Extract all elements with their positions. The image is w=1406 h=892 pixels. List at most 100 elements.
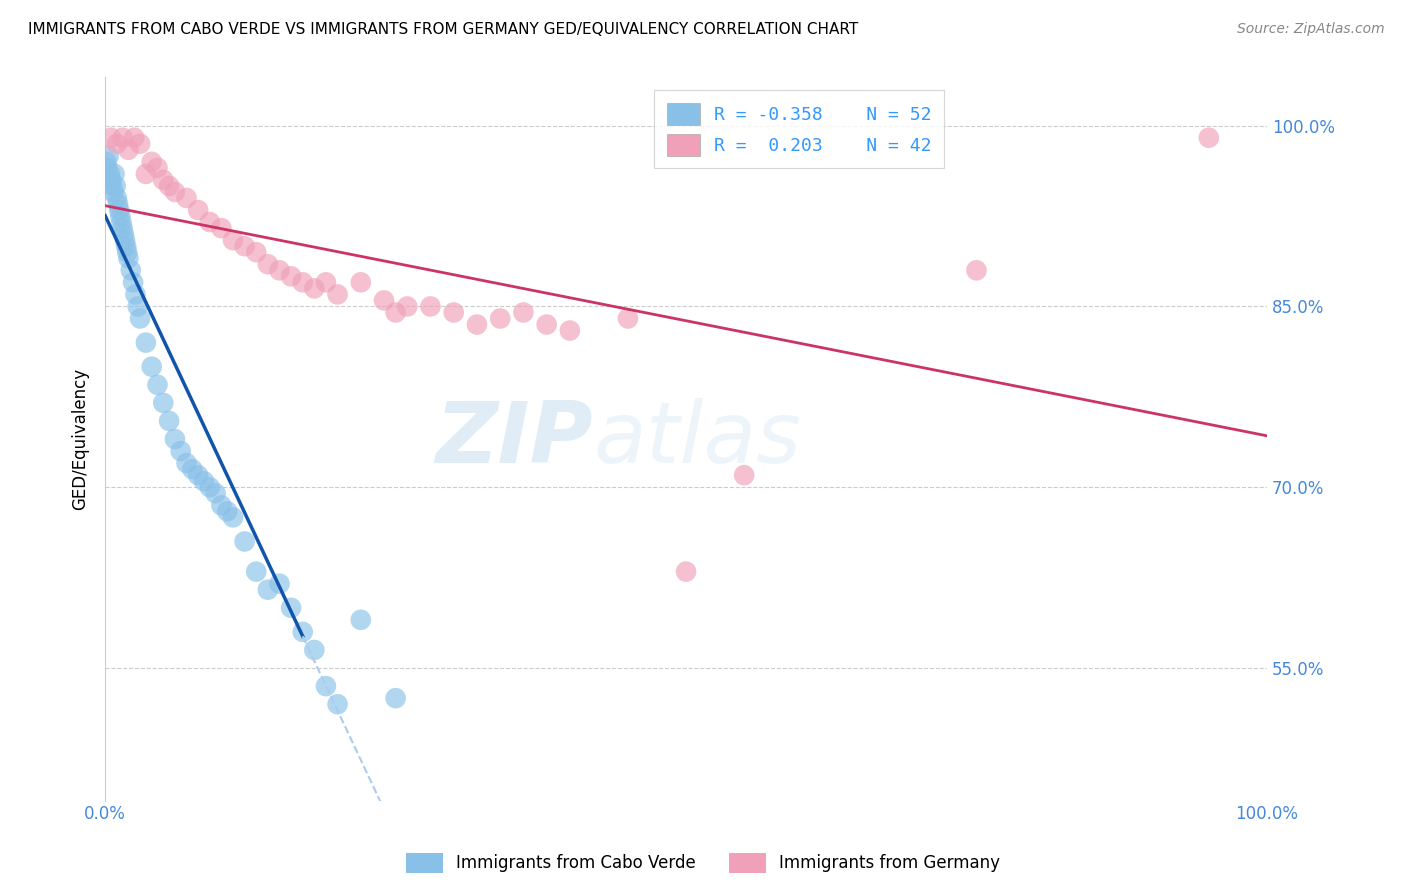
- Point: [233, 239, 256, 253]
- Point: [107, 197, 129, 211]
- Point: [245, 245, 267, 260]
- Point: [617, 311, 640, 326]
- Point: [315, 276, 337, 290]
- Point: [315, 679, 337, 693]
- Point: [217, 504, 239, 518]
- Point: [245, 565, 267, 579]
- Point: [157, 178, 180, 193]
- Point: [163, 432, 186, 446]
- Point: [181, 462, 204, 476]
- Point: [280, 600, 302, 615]
- Point: [104, 178, 127, 193]
- Point: [152, 396, 174, 410]
- Point: [101, 178, 124, 193]
- Point: [396, 300, 419, 314]
- Point: [350, 276, 373, 290]
- Point: [96, 161, 118, 175]
- Text: ZIP: ZIP: [436, 398, 593, 481]
- Legend: Immigrants from Cabo Verde, Immigrants from Germany: Immigrants from Cabo Verde, Immigrants f…: [399, 847, 1007, 880]
- Point: [512, 305, 534, 319]
- Point: [558, 324, 581, 338]
- Point: [110, 209, 132, 223]
- Point: [152, 173, 174, 187]
- Point: [269, 576, 291, 591]
- Text: IMMIGRANTS FROM CABO VERDE VS IMMIGRANTS FROM GERMANY GED/EQUIVALENCY CORRELATIO: IMMIGRANTS FROM CABO VERDE VS IMMIGRANTS…: [28, 22, 859, 37]
- Point: [96, 154, 118, 169]
- Point: [176, 191, 198, 205]
- Point: [117, 245, 139, 260]
- Point: [141, 154, 163, 169]
- Point: [419, 300, 441, 314]
- Text: atlas: atlas: [593, 398, 801, 481]
- Point: [157, 414, 180, 428]
- Point: [222, 233, 245, 247]
- Point: [176, 456, 198, 470]
- Point: [129, 136, 152, 151]
- Point: [257, 257, 280, 271]
- Point: [443, 305, 465, 319]
- Point: [127, 300, 149, 314]
- Point: [120, 263, 142, 277]
- Point: [291, 624, 314, 639]
- Point: [384, 691, 406, 706]
- Point: [966, 263, 988, 277]
- Point: [280, 269, 302, 284]
- Point: [209, 221, 232, 235]
- Point: [135, 335, 157, 350]
- Point: [291, 276, 314, 290]
- Point: [124, 287, 146, 301]
- Point: [536, 318, 558, 332]
- Point: [489, 311, 512, 326]
- Point: [100, 130, 122, 145]
- Point: [97, 149, 120, 163]
- Point: [117, 252, 139, 266]
- Point: [733, 468, 755, 483]
- Point: [112, 227, 135, 241]
- Point: [122, 130, 145, 145]
- Point: [141, 359, 163, 374]
- Point: [129, 311, 152, 326]
- Point: [326, 287, 349, 301]
- Text: Source: ZipAtlas.com: Source: ZipAtlas.com: [1237, 22, 1385, 37]
- Y-axis label: GED/Equivalency: GED/Equivalency: [72, 368, 89, 510]
- Point: [115, 239, 138, 253]
- Point: [105, 191, 128, 205]
- Point: [187, 468, 209, 483]
- Point: [304, 643, 326, 657]
- Point: [111, 130, 134, 145]
- Point: [222, 510, 245, 524]
- Point: [110, 215, 132, 229]
- Point: [122, 276, 145, 290]
- Point: [187, 202, 209, 217]
- Point: [170, 444, 193, 458]
- Point: [111, 221, 134, 235]
- Point: [350, 613, 373, 627]
- Point: [163, 185, 186, 199]
- Point: [209, 499, 232, 513]
- Point: [198, 215, 221, 229]
- Point: [117, 143, 139, 157]
- Point: [675, 565, 697, 579]
- Point: [103, 185, 125, 199]
- Legend: R = -0.358    N = 52, R =  0.203    N = 42: R = -0.358 N = 52, R = 0.203 N = 42: [655, 90, 945, 169]
- Point: [304, 281, 326, 295]
- Point: [114, 233, 136, 247]
- Point: [103, 167, 125, 181]
- Point: [135, 167, 157, 181]
- Point: [257, 582, 280, 597]
- Point: [326, 697, 349, 711]
- Point: [146, 161, 169, 175]
- Point: [233, 534, 256, 549]
- Point: [204, 486, 226, 500]
- Point: [465, 318, 488, 332]
- Point: [384, 305, 406, 319]
- Point: [373, 293, 395, 308]
- Point: [198, 480, 221, 494]
- Point: [1198, 130, 1220, 145]
- Point: [105, 136, 128, 151]
- Point: [146, 377, 169, 392]
- Point: [269, 263, 291, 277]
- Point: [100, 173, 122, 187]
- Point: [108, 202, 131, 217]
- Point: [193, 474, 215, 488]
